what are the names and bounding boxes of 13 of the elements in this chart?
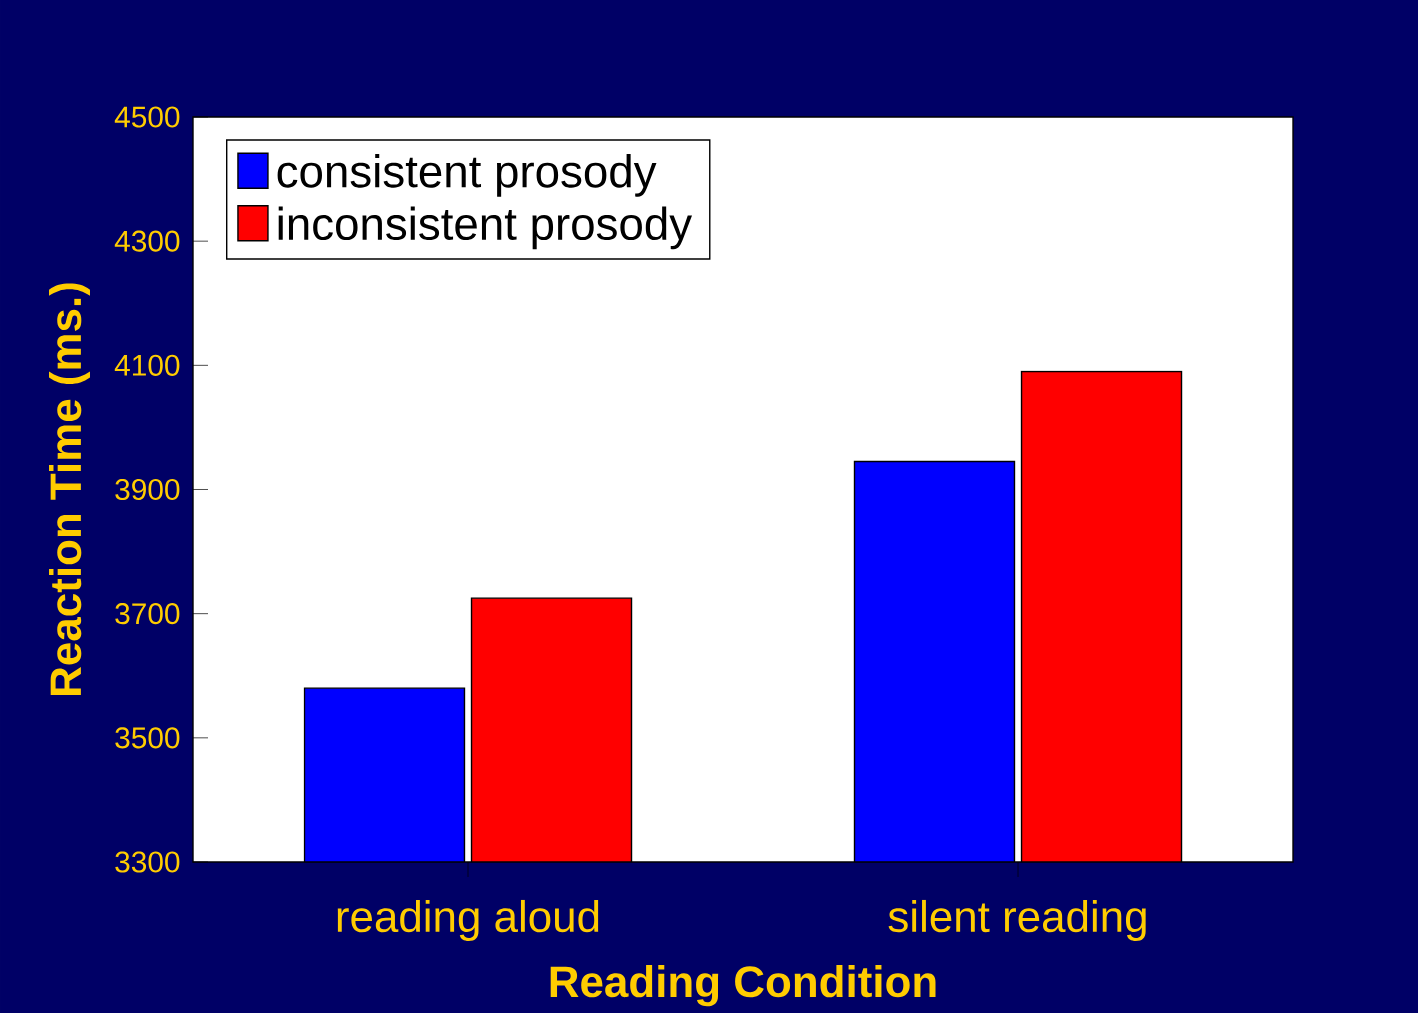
legend-label: consistent prosody bbox=[277, 154, 657, 197]
y-tick-label: 4100 bbox=[114, 354, 180, 376]
legend-label: inconsistent prosody bbox=[278, 206, 693, 250]
y-tick-label: 3900 bbox=[115, 478, 180, 501]
y-tick-label: 3700 bbox=[115, 603, 180, 625]
y-tick-label: 4500 bbox=[114, 106, 180, 128]
x-tick-label: reading aloud bbox=[337, 899, 599, 941]
y-tick-label: 3500 bbox=[115, 727, 180, 749]
y-tick-label: 3300 bbox=[115, 851, 180, 873]
x-tick-label: silent reading bbox=[888, 899, 1146, 941]
x-axis-title: Reading Condition bbox=[550, 965, 936, 1007]
y-axis-title: Reaction Time (ms.) bbox=[49, 283, 90, 695]
y-tick-label: 4300 bbox=[114, 230, 180, 252]
